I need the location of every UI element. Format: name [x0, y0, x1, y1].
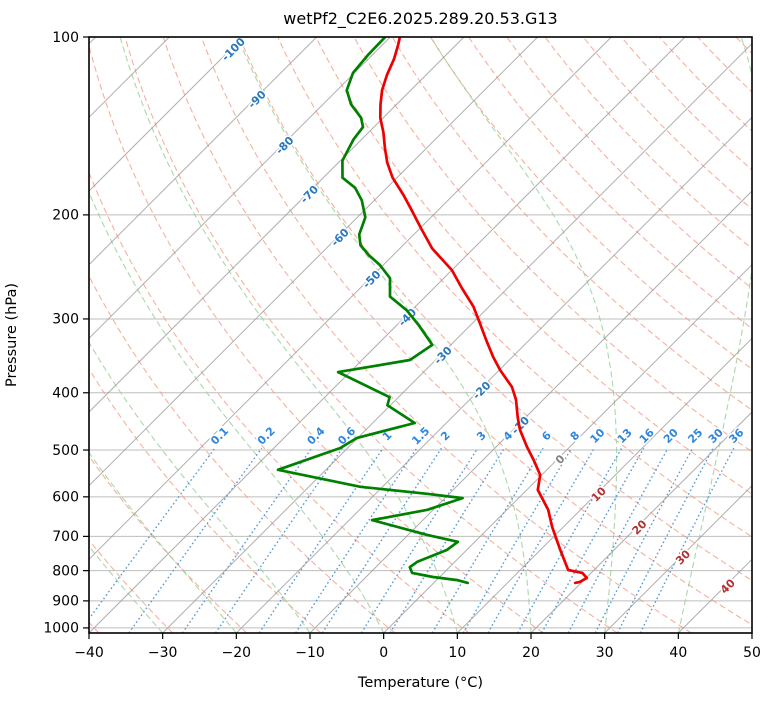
svg-text:8: 8: [568, 429, 583, 444]
svg-text:0: 0: [553, 452, 568, 467]
svg-text:500: 500: [52, 443, 79, 459]
svg-text:3: 3: [474, 429, 489, 444]
svg-text:300: 300: [52, 312, 79, 328]
svg-text:800: 800: [52, 563, 79, 579]
svg-text:-30: -30: [432, 344, 455, 367]
svg-text:-80: -80: [273, 134, 296, 157]
svg-text:700: 700: [52, 529, 79, 545]
svg-text:10: 10: [448, 645, 466, 661]
svg-text:25: 25: [685, 426, 705, 446]
y-axis-label: Pressure (hPa): [4, 283, 20, 387]
svg-text:-50: -50: [360, 268, 383, 291]
svg-text:0: 0: [379, 645, 388, 661]
svg-text:-60: -60: [329, 226, 352, 249]
svg-text:0.2: 0.2: [255, 425, 278, 448]
svg-text:−10: −10: [295, 645, 325, 661]
svg-text:−40: −40: [74, 645, 104, 661]
svg-text:-90: -90: [246, 88, 269, 111]
svg-text:2: 2: [438, 429, 453, 444]
svg-text:-40: -40: [396, 306, 419, 329]
svg-text:36: 36: [726, 426, 746, 446]
svg-text:0.4: 0.4: [305, 424, 328, 447]
chart-title: wetPf2_C2E6.2025.289.20.53.G13: [283, 9, 557, 29]
svg-text:0.1: 0.1: [208, 425, 231, 448]
svg-text:400: 400: [52, 386, 79, 402]
svg-text:−20: −20: [222, 645, 252, 661]
svg-text:10: 10: [589, 484, 609, 504]
svg-text:6: 6: [539, 428, 554, 443]
chart-layers: 0.1 0.2 0.4 0.6 1 1.5 2 3 4 6 8 10 13 16 20 25 30 36-100-…: [43, 30, 761, 661]
svg-text:30: 30: [596, 645, 614, 661]
svg-text:−30: −30: [148, 645, 178, 661]
x-axis-label: Temperature (°C): [357, 675, 483, 691]
svg-text:16: 16: [637, 426, 657, 446]
svg-text:200: 200: [52, 208, 79, 224]
svg-text:40: 40: [669, 645, 687, 661]
svg-text:50: 50: [743, 645, 761, 661]
svg-text:10: 10: [588, 426, 608, 446]
svg-text:30: 30: [673, 547, 693, 567]
svg-text:600: 600: [52, 490, 79, 506]
svg-text:20: 20: [661, 426, 681, 446]
svg-text:20: 20: [522, 645, 540, 661]
svg-text:40: 40: [718, 576, 738, 596]
svg-text:1.5: 1.5: [409, 425, 432, 448]
svg-text:1000: 1000: [43, 621, 79, 637]
svg-text:13: 13: [615, 426, 635, 446]
svg-text:900: 900: [52, 594, 79, 610]
svg-text:20: 20: [630, 517, 650, 537]
svg-text:100: 100: [52, 30, 79, 46]
svg-text:-100: -100: [219, 35, 248, 64]
